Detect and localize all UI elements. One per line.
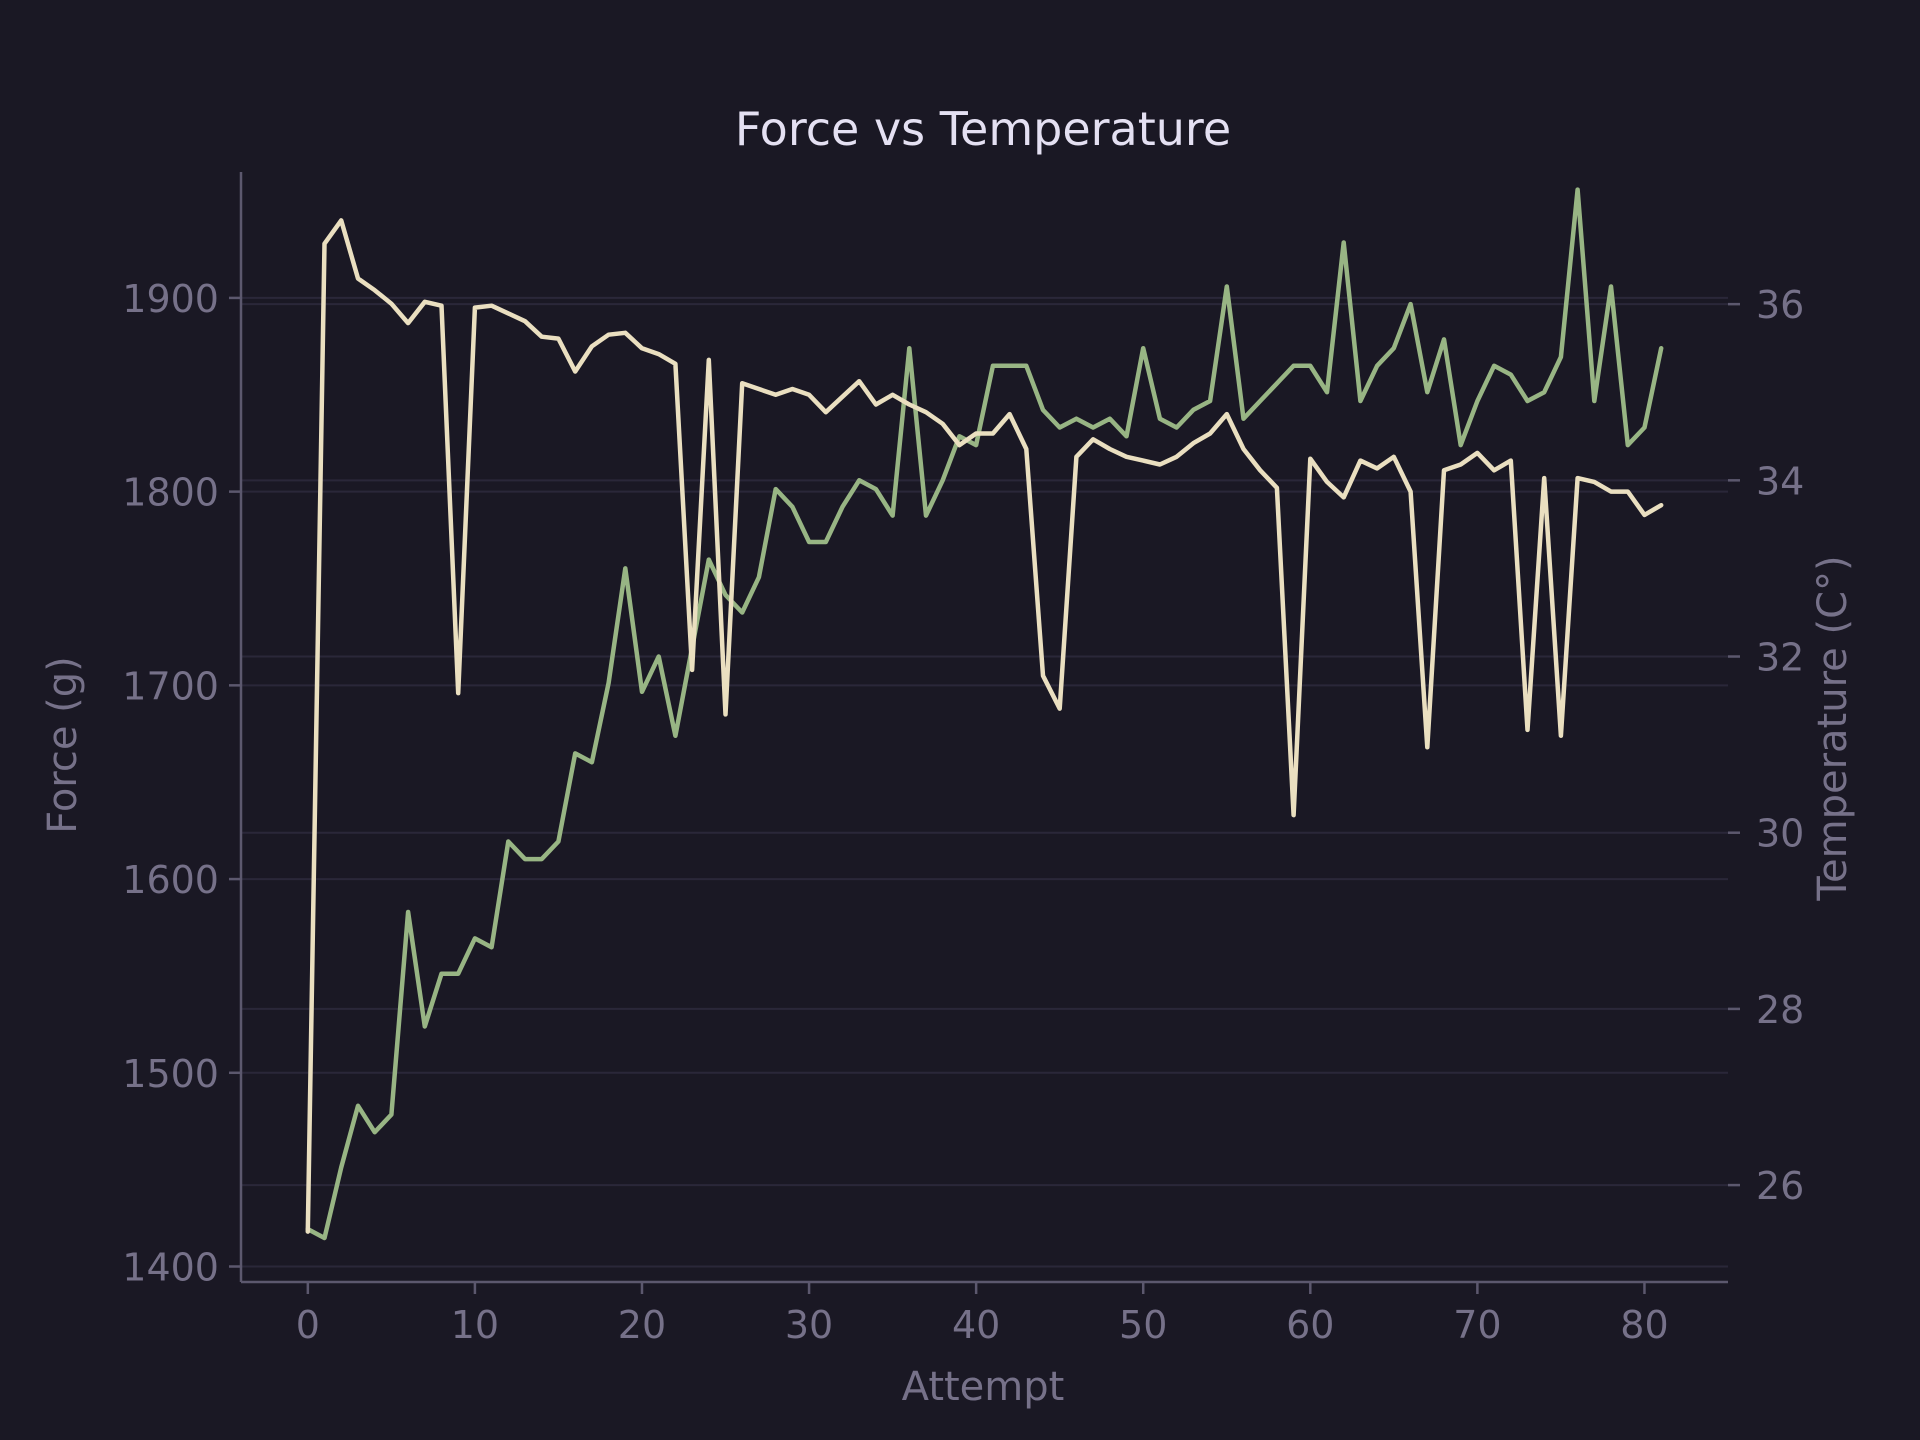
x-tick-label: 10 bbox=[451, 1303, 499, 1347]
x-tick-label: 50 bbox=[1119, 1303, 1167, 1347]
y-axis-label: Force (g) bbox=[40, 656, 86, 834]
y2-axis-label: Temperature (C°) bbox=[1810, 555, 1856, 901]
x-tick-label: 40 bbox=[952, 1303, 1000, 1347]
y2-tick-label: 26 bbox=[1756, 1164, 1804, 1208]
x-tick-label: 30 bbox=[785, 1303, 833, 1347]
y-tick-label: 1900 bbox=[122, 277, 219, 321]
y-tick-label: 1600 bbox=[122, 858, 219, 902]
x-tick-label: 60 bbox=[1286, 1303, 1334, 1347]
y-tick-label: 1400 bbox=[122, 1246, 219, 1290]
x-tick-label: 20 bbox=[618, 1303, 666, 1347]
y-tick-label: 1500 bbox=[122, 1052, 219, 1096]
x-tick-label: 80 bbox=[1620, 1303, 1668, 1347]
temperature-series-line bbox=[305, 187, 1664, 1241]
chart-title: Force vs Temperature bbox=[735, 102, 1231, 156]
y2-tick-label: 28 bbox=[1756, 988, 1804, 1032]
y2-tick-label: 36 bbox=[1756, 283, 1804, 327]
y-tick-label: 1800 bbox=[122, 471, 219, 515]
y-tick-label: 1700 bbox=[122, 664, 219, 708]
x-axis-label: Attempt bbox=[902, 1364, 1065, 1410]
force-series-line bbox=[305, 218, 1664, 1234]
x-tick-label: 70 bbox=[1453, 1303, 1501, 1347]
x-tick-label: 0 bbox=[296, 1303, 320, 1347]
y2-tick-label: 30 bbox=[1756, 812, 1804, 856]
y2-tick-label: 32 bbox=[1756, 636, 1804, 680]
y2-tick-label: 34 bbox=[1756, 459, 1804, 503]
